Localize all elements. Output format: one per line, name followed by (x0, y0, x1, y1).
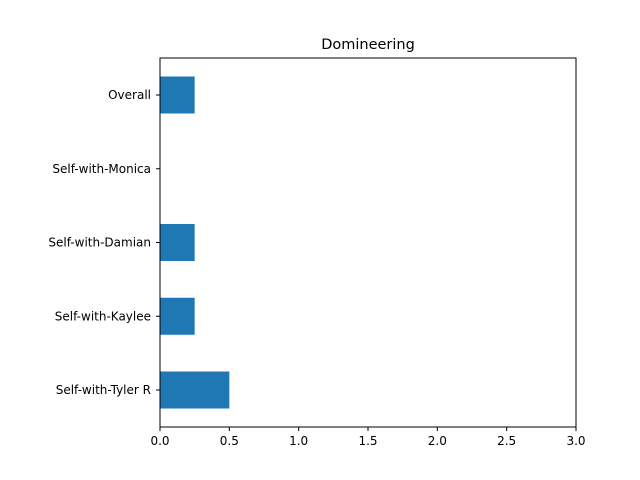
plot-frame (159, 57, 577, 428)
bar (160, 76, 195, 114)
bar (160, 224, 195, 261)
bar (160, 371, 230, 409)
y-tick-label: Self-with-Monica (52, 162, 151, 176)
y-axis: Overall Self-with-Monica Self-with-Damian S… (48, 88, 160, 397)
y-tick-label: Self-with-Tyler R (56, 383, 151, 397)
x-tick-label: 3.0 (566, 434, 585, 448)
bar (160, 297, 195, 335)
y-tick-label: Overall (108, 88, 151, 102)
y-tick-label: Self-with-Kaylee (55, 309, 151, 323)
x-tick-label: 2.5 (497, 434, 516, 448)
x-axis: 0.0 0.5 1.0 1.5 2.0 2.5 3.0 (150, 427, 586, 448)
x-tick-label: 2.0 (428, 434, 447, 448)
x-tick-label: 1.0 (289, 434, 308, 448)
x-tick-label: 0.5 (220, 434, 239, 448)
chart-title: Domineering (321, 37, 415, 53)
bars (160, 76, 230, 409)
x-tick-label: 1.5 (358, 434, 377, 448)
y-tick-label: Self-with-Damian (48, 236, 151, 250)
x-tick-label: 0.0 (150, 434, 169, 448)
